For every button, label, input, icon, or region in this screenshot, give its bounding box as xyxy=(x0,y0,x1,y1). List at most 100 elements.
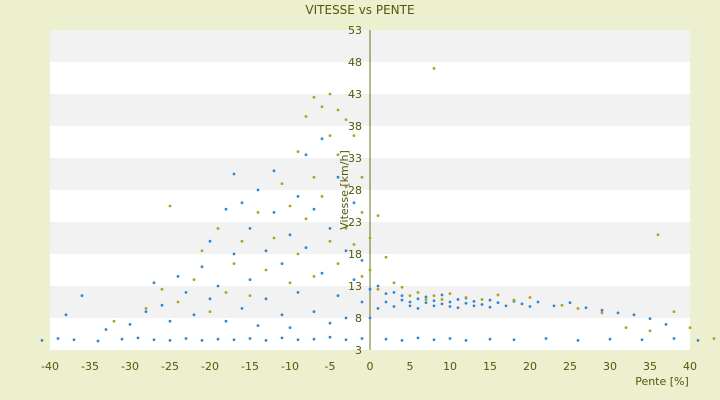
data-point xyxy=(512,338,516,342)
data-point xyxy=(464,339,468,342)
data-point xyxy=(352,243,356,246)
x-tick-label: -25 xyxy=(161,360,179,373)
data-point xyxy=(376,307,380,310)
data-point xyxy=(288,233,292,237)
data-point xyxy=(600,311,604,315)
data-point xyxy=(320,137,324,141)
data-point xyxy=(416,336,420,340)
x-tick-label: 0 xyxy=(367,360,374,373)
data-point xyxy=(712,337,716,340)
data-point xyxy=(528,305,532,308)
data-point xyxy=(264,249,268,253)
y-tick-label: 33 xyxy=(348,152,362,165)
data-point xyxy=(408,300,412,304)
data-point xyxy=(304,153,308,157)
x-tick-label: -15 xyxy=(241,360,259,373)
data-point xyxy=(600,308,604,312)
data-point xyxy=(112,319,116,323)
data-point xyxy=(576,339,580,342)
data-point xyxy=(56,337,60,340)
data-point xyxy=(408,304,412,308)
data-point xyxy=(368,268,372,272)
data-point xyxy=(272,236,276,240)
data-point xyxy=(312,207,316,211)
x-tick-label: 15 xyxy=(483,360,497,373)
data-point xyxy=(392,291,396,294)
data-point xyxy=(240,239,244,243)
data-point xyxy=(528,296,532,299)
data-point xyxy=(344,249,348,253)
data-point xyxy=(360,275,364,278)
data-point xyxy=(312,175,316,179)
y-tick-label: 28 xyxy=(348,184,362,197)
data-point xyxy=(432,294,436,297)
data-point xyxy=(224,207,228,211)
data-point xyxy=(208,310,212,313)
data-point xyxy=(456,298,460,301)
data-point xyxy=(248,294,252,297)
data-point xyxy=(336,175,340,179)
x-tick-label: -35 xyxy=(81,360,99,373)
data-point xyxy=(360,259,364,262)
y-tick-label: 13 xyxy=(348,280,362,293)
data-point xyxy=(368,287,372,291)
y-tick-label: 38 xyxy=(348,120,362,133)
x-tick-label: 35 xyxy=(643,360,657,373)
data-point xyxy=(624,326,628,329)
data-point xyxy=(360,211,364,214)
y-tick-label: 18 xyxy=(348,248,362,261)
data-point xyxy=(432,338,436,342)
data-point xyxy=(432,67,436,70)
data-point xyxy=(504,304,508,308)
y-tick-label: 8 xyxy=(355,312,362,325)
data-point xyxy=(240,307,244,310)
data-point xyxy=(560,303,564,307)
data-point xyxy=(104,328,108,331)
data-point xyxy=(232,172,236,176)
data-point xyxy=(208,239,212,243)
data-point xyxy=(232,338,236,342)
data-point xyxy=(240,201,244,205)
data-point xyxy=(296,150,300,154)
data-point xyxy=(480,303,484,306)
data-point xyxy=(320,105,324,109)
data-point xyxy=(296,195,300,198)
data-point xyxy=(384,300,388,304)
data-point xyxy=(280,262,284,265)
data-point xyxy=(440,293,444,297)
data-point xyxy=(368,236,372,240)
x-tick-label: 25 xyxy=(563,360,577,373)
data-point xyxy=(256,188,260,192)
data-point xyxy=(328,239,332,243)
data-point xyxy=(216,284,220,288)
data-point xyxy=(344,338,348,342)
data-point xyxy=(576,307,580,310)
data-point xyxy=(288,326,292,329)
data-point xyxy=(192,313,196,317)
data-point xyxy=(320,271,324,275)
data-point xyxy=(144,310,148,313)
y-tick-label: 3 xyxy=(355,344,362,357)
data-point xyxy=(160,287,164,291)
data-point xyxy=(232,252,236,256)
x-tick-label: 20 xyxy=(523,360,537,373)
data-point xyxy=(648,329,652,333)
data-point xyxy=(664,323,668,326)
data-point xyxy=(424,298,428,301)
x-tick-label: -20 xyxy=(201,360,219,373)
data-point xyxy=(472,299,476,303)
data-point xyxy=(368,316,372,320)
data-point xyxy=(640,338,644,342)
data-point xyxy=(520,302,524,306)
data-point xyxy=(256,324,260,328)
x-axis-title: Pente [%] xyxy=(635,375,689,388)
data-point xyxy=(416,307,420,310)
x-tick-label: -30 xyxy=(121,360,139,373)
data-point xyxy=(392,305,396,308)
data-point xyxy=(656,233,660,237)
data-point xyxy=(448,337,452,340)
data-point xyxy=(328,227,332,230)
data-point xyxy=(448,305,452,308)
data-point xyxy=(312,337,316,341)
